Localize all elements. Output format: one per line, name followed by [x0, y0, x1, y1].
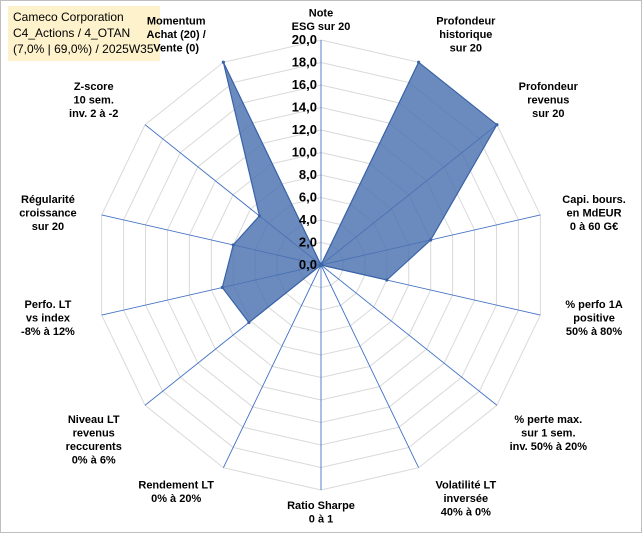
- data-point: [417, 60, 421, 64]
- tick-label: 4,0: [299, 212, 317, 227]
- tick-label: 16,0: [292, 77, 317, 92]
- chart-title-params: (7,0% | 69,0%) / 2025W35: [13, 42, 154, 56]
- chart-title-category: C4_Actions / 4_OTAN: [13, 26, 131, 40]
- tick-label: 6,0: [299, 190, 317, 205]
- radar-tick-labels: 0,0 2,0 4,0 6,0 8,0 10,0 12,0 14,0 16,0 18,0 20,0: [292, 32, 317, 272]
- radar-spoke: [320, 264, 498, 406]
- axis-label: Note ESG sur 20: [292, 8, 351, 34]
- chart-title-box: Cameco Corporation C4_Actions / 4_OTAN (…: [8, 6, 160, 61]
- axis-label: Volatilité LT inversée 40% à 0%: [435, 480, 496, 519]
- data-point: [385, 278, 389, 282]
- data-point: [319, 263, 323, 267]
- axis-label: % perfo 1A positive 50% à 80%: [565, 299, 623, 338]
- data-point: [231, 243, 235, 247]
- axis-label: Z-score 10 sem. inv. 2 à -2: [69, 81, 118, 120]
- tick-label: 12,0: [292, 122, 317, 137]
- series-area: [221, 61, 498, 324]
- axis-label: Momentum Achat (20) / Vente (0): [147, 15, 206, 54]
- radar-spoke: [222, 264, 322, 468]
- data-point: [429, 238, 433, 242]
- tick-label: 0,0: [299, 257, 317, 272]
- data-point: [495, 123, 499, 127]
- axis-label: Perfo. LT vs index -8% à 12%: [21, 299, 75, 338]
- data-point: [221, 60, 225, 64]
- axis-label: Ratio Sharpe 0 à 1: [287, 500, 355, 526]
- axis-label: Profondeur revenus sur 20: [519, 81, 579, 120]
- tick-label: 10,0: [292, 145, 317, 160]
- radar-series: [220, 60, 499, 325]
- axis-label: Capi. bours. en MdEUR 0 à 60 G€: [562, 194, 626, 233]
- axis-label: Profondeur historique sur 20: [436, 15, 496, 54]
- data-point: [220, 285, 224, 290]
- radar-axis-labels: Note ESG sur 20 Profondeur historique sur 20…: [19, 8, 626, 526]
- tick-label: 2,0: [299, 235, 317, 250]
- data-point: [257, 214, 262, 218]
- axis-label: Niveau LT revenus reccurents 0% à 6%: [66, 414, 122, 467]
- tick-label: 18,0: [292, 55, 317, 70]
- axis-label: Rendement LT 0% à 20%: [138, 480, 214, 506]
- axis-label: % perte max. sur 1 sem. inv. 50% à 20%: [510, 414, 588, 453]
- axis-label: Régularité croissance sur 20: [19, 194, 76, 233]
- tick-label: 14,0: [292, 100, 317, 115]
- radar-spoke: [320, 264, 420, 468]
- data-point: [247, 320, 251, 325]
- chart-title-company: Cameco Corporation: [13, 10, 124, 24]
- tick-label: 8,0: [299, 167, 317, 182]
- tick-label: 20,0: [292, 32, 317, 47]
